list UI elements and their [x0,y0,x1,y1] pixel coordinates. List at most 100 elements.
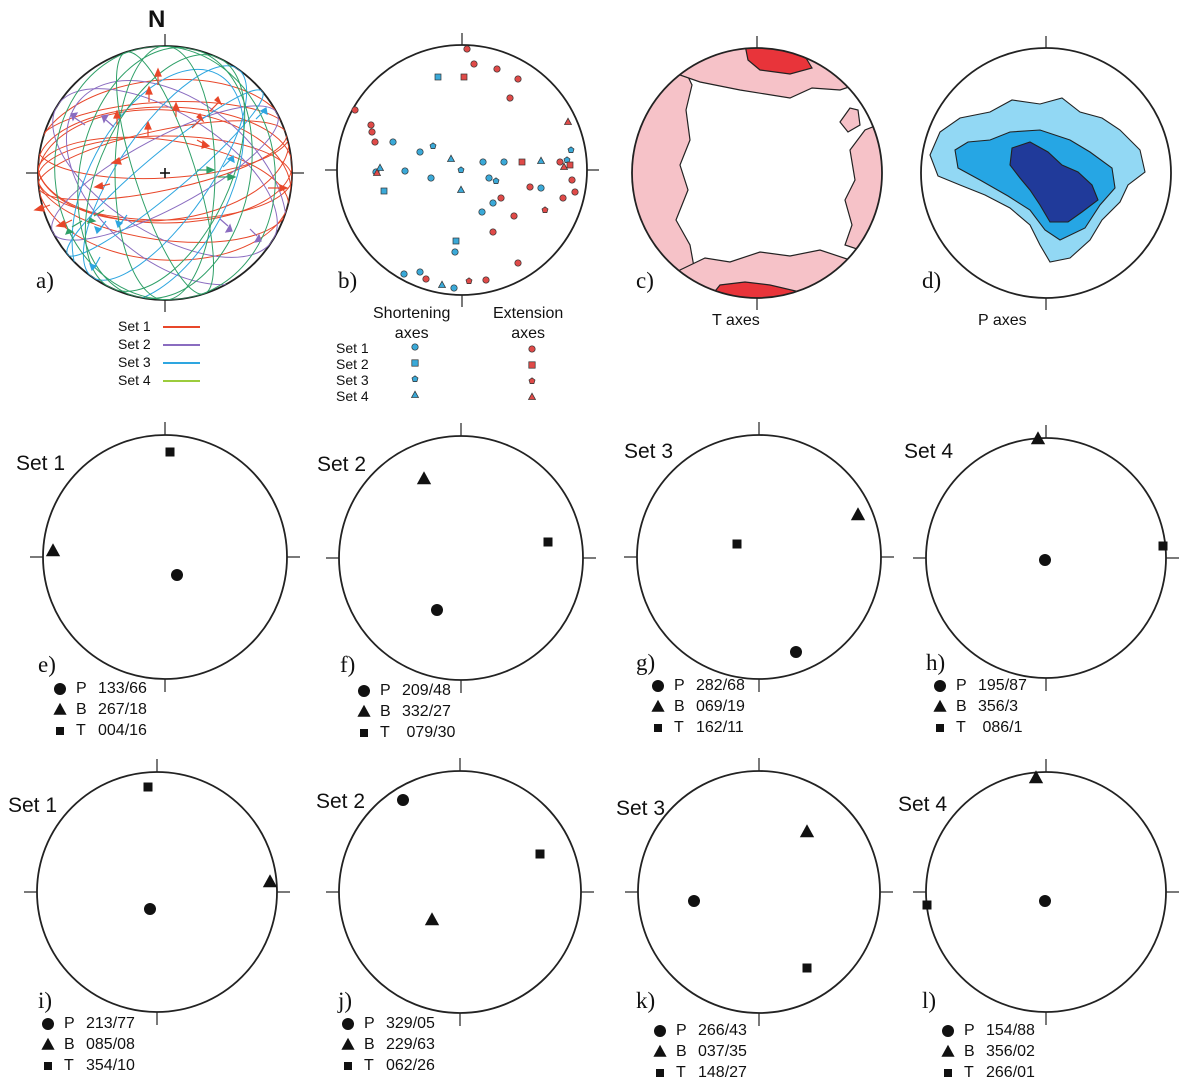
extension-axis-circle [571,188,579,196]
axis-value-p: P 209/48 [380,682,451,700]
legend-symbol-t [944,1069,952,1077]
shortening-axis-pentagon [492,177,500,184]
p-axis-point [431,604,443,616]
legend-symbol-t [936,724,944,732]
extension-axis-circle [470,60,478,68]
axis-orientation: 195/87 [978,677,1027,694]
extension-axis-triangle [559,162,569,170]
extension-axis-triangle [372,168,382,176]
primitive-circle [42,434,288,680]
panel-label-d: d) [922,268,942,293]
b-axis-point [424,912,440,926]
shortening-axis-circle [389,138,397,146]
panel-title-g: Set 3 [624,440,674,463]
legend-label-set-4: Set 4 [118,372,151,388]
t-axis-point [535,849,545,859]
legend-extension-pentagon [528,377,536,384]
cardinal-ticks [26,34,304,312]
shortening-axis-circle [489,199,497,207]
b-set-label-1: Set 1 [336,340,369,356]
axis-value-b: B 332/27 [380,703,451,721]
b-axis-point [45,543,61,557]
panel-label-j: j) [338,988,353,1013]
b-set-label-4: Set 4 [336,388,369,404]
extension-axis-square [518,158,526,166]
axis-value-t: T 062/26 [364,1057,435,1075]
t-axis-point [1158,541,1168,551]
axis-value-b: B 267/18 [76,701,147,719]
axis-orientation: 085/08 [86,1036,135,1053]
extension-axis-circle [497,194,505,202]
shortening-axis-circle [479,158,487,166]
shortening-axis-circle [416,268,424,276]
p-axis-point [144,903,156,915]
axis-symbol-label: T [64,1057,74,1074]
b-axis-point [1028,770,1044,784]
axis-orientation: 229/63 [386,1036,435,1053]
axis-orientation: 069/19 [696,698,745,715]
axis-symbol-label: P [364,1015,375,1032]
stereonet-b [325,33,599,400]
axis-value-t: T 354/10 [64,1057,135,1075]
panel-label-k: k) [636,988,656,1013]
extension-axis-circle [493,65,501,73]
axis-orientation: 356/3 [978,698,1019,715]
axis-value-t: T 004/16 [76,722,147,740]
p-axis-point [790,646,802,658]
axis-value-t: T 148/27 [676,1064,747,1082]
panel-label-c: c) [636,268,654,293]
axis-value-p: P 266/43 [676,1022,747,1040]
axis-symbol-label: P [676,1022,687,1039]
shortening-axis-circle [485,174,493,182]
legend-symbol-b [41,1037,55,1050]
axis-value-t: T 162/11 [674,719,744,737]
axis-symbol-label: P [64,1015,75,1032]
axis-orientation: 354/10 [86,1057,135,1074]
extension-axis-circle [463,45,471,53]
axis-value-b: B 229/63 [364,1036,435,1054]
axis-orientation: 267/18 [98,701,147,718]
axis-orientation: 086/1 [978,719,1023,736]
stereonet-a [26,34,304,312]
shortening-axis-circle [416,148,424,156]
axis-value-p: P 329/05 [364,1015,435,1033]
panel-label-l: l) [922,988,937,1013]
axis-orientation: 133/66 [98,680,147,697]
axis-symbol-label: B [964,1043,975,1060]
axis-value-b: B 069/19 [674,698,745,716]
legend-shortening-circle [411,343,419,351]
axis-orientation: 332/27 [402,703,451,720]
legend-shortening-pentagon [411,375,419,382]
axis-value-p: P 282/68 [674,677,745,695]
legend-symbol-b [653,1044,667,1057]
shortening-axis-square [434,73,442,81]
legend-symbol-p [54,683,66,695]
legend-symbol-b [53,702,67,715]
axis-symbol-label: P [76,680,87,697]
primitive-circle [925,771,1167,1013]
legend-symbol-b [941,1044,955,1057]
panel-label-i: i) [38,988,53,1013]
legend-shortening-triangle [410,390,420,398]
b-set-label-3: Set 3 [336,372,369,388]
axis-orientation: 213/77 [86,1015,135,1032]
axis-orientation: 282/68 [696,677,745,694]
t-axes-caption: T axes [712,312,760,329]
slip-vectors [33,67,289,272]
axis-orientation: 162/11 [696,719,744,736]
primitive-circle [637,770,881,1014]
axis-value-t: T 266/01 [964,1064,1035,1082]
panel-title-e: Set 1 [16,452,66,475]
shortening-axis-circle [537,184,545,192]
axis-symbol-label: P [956,677,967,694]
extension-axis-circle [556,158,564,166]
legend-symbol-b [341,1037,355,1050]
b-axis-point [416,471,432,485]
shortening-axis-triangle [536,156,546,164]
axis-orientation: 062/26 [386,1057,435,1074]
t-axis-point [732,539,742,549]
legend-symbol-p [654,1025,666,1037]
axis-symbol-label: B [956,698,967,715]
extension-axis-circle [559,194,567,202]
shortening-axis-circle [427,174,435,182]
